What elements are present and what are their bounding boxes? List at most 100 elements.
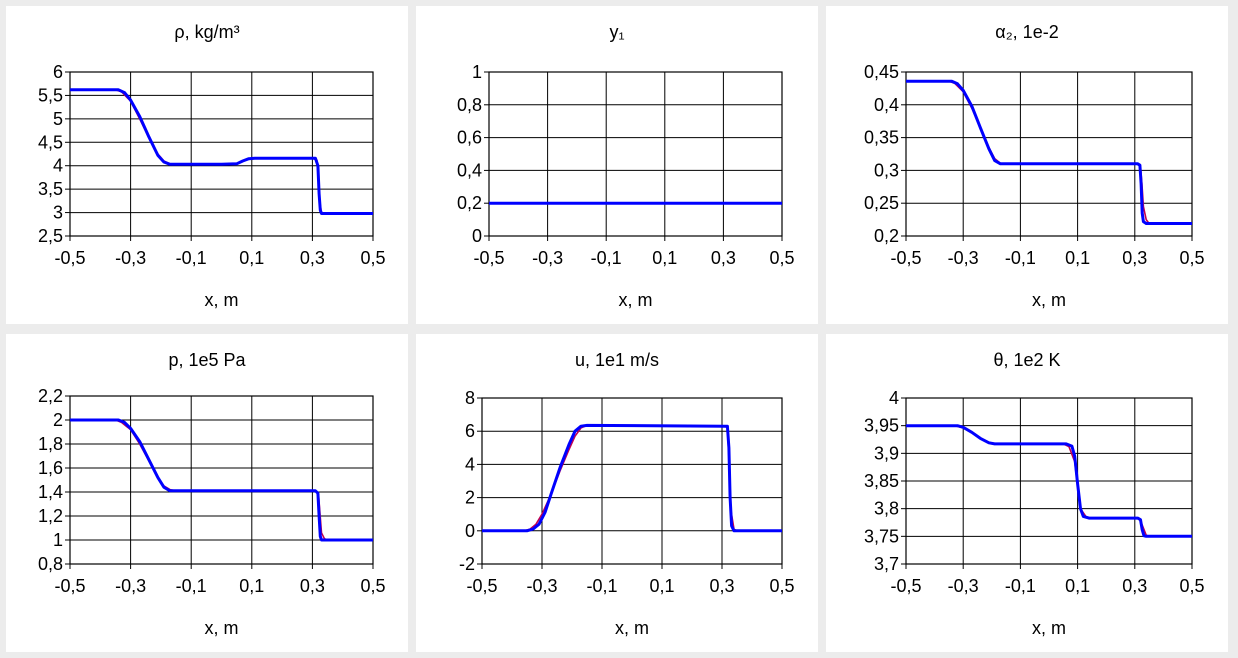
y-tick-label: 0,8 (38, 554, 63, 574)
x-tick-label: -0,1 (176, 576, 207, 596)
y-tick-label: 2 (53, 410, 63, 430)
y-tick-label: 1 (472, 62, 482, 82)
chart-panel: p, 1e5 Pa -0,5 -0,3 -0,1 0,1 0,3 0,5 0,8 1 1,2 1,4… (6, 334, 408, 652)
x-tick-label: -0,5 (54, 248, 85, 268)
x-tick-label: -0,3 (526, 576, 557, 596)
y-tick-label: 2 (465, 488, 475, 508)
x-tick-label: 0,1 (239, 576, 264, 596)
x-axis-label: x, m (205, 290, 239, 310)
y-tick-label: 4 (53, 156, 63, 176)
x-tick-label: 0,5 (769, 248, 794, 268)
x-tick-label: -0,5 (466, 576, 497, 596)
chart-title: α₂, 1e-2 (995, 22, 1058, 42)
x-axis-label: x, m (615, 618, 649, 638)
y-tick-label: 4 (889, 388, 899, 408)
y-tick-label: 2,2 (38, 386, 63, 406)
chart-panel: u, 1e1 m/s -0,5 -0,3 -0,1 0,1 0,3 0,5 -2 0 2 4 6 8 x,… (416, 334, 818, 652)
series-line-red (482, 424, 782, 532)
chart-title: y₁ (609, 22, 624, 42)
x-axis-label: x, m (205, 618, 239, 638)
y-tick-label: 3,85 (864, 471, 899, 491)
y-tick-label: 0,2 (457, 193, 482, 213)
plot-area (905, 71, 1193, 237)
x-tick-label: 0,1 (1065, 576, 1090, 596)
y-tick-label: 0,4 (457, 160, 482, 180)
y-tick-label: 3 (53, 203, 63, 223)
x-tick-label: 0,5 (769, 576, 794, 596)
y-tick-label: 3,8 (874, 499, 899, 519)
x-axis-label: x, m (619, 290, 653, 310)
plot-area (488, 71, 783, 237)
x-tick-label: 0,3 (300, 248, 325, 268)
x-tick-label: -0,5 (890, 576, 921, 596)
series-line-blue (906, 424, 1192, 538)
x-tick-label: -0,1 (1005, 248, 1036, 268)
plot-area (69, 395, 374, 565)
y-tick-label: 1 (53, 530, 63, 550)
x-tick-label: 0,1 (652, 248, 677, 268)
plot-area (69, 71, 374, 237)
series-line-blue (906, 79, 1192, 225)
y-tick-label: 3,75 (864, 526, 899, 546)
x-tick-label: -0,5 (473, 248, 504, 268)
chart-panel: ρ, kg/m³ -0,5 -0,3 -0,1 0,1 0,3 0,5 2,5 3 3,5 4 4,5… (6, 6, 408, 324)
x-tick-label: -0,3 (115, 248, 146, 268)
x-tick-label: 0,1 (239, 248, 264, 268)
y-tick-label: 1,2 (38, 506, 63, 526)
series-line-blue (70, 418, 373, 542)
series-line-blue (70, 88, 373, 215)
x-tick-label: 0,3 (709, 576, 734, 596)
x-tick-label: 0,5 (1179, 576, 1204, 596)
y-tick-label: 3,9 (874, 443, 899, 463)
y-tick-label: 1,4 (38, 482, 63, 502)
chart-panel: θ, 1e2 K -0,5 -0,3 -0,1 0,1 0,3 0,5 3,7 3,75 3,8 3… (826, 334, 1228, 652)
y-tick-label: 0 (465, 521, 475, 541)
x-tick-label: -0,1 (586, 576, 617, 596)
y-tick-label: 6 (53, 62, 63, 82)
x-tick-label: -0,1 (1005, 576, 1036, 596)
x-tick-label: -0,1 (591, 248, 622, 268)
x-tick-label: -0,3 (948, 248, 979, 268)
x-tick-label: 0,5 (360, 248, 385, 268)
y-tick-label: 6 (465, 421, 475, 441)
chart-panel: y₁ -0,5 -0,3 -0,1 0,1 0,3 0,5 0 0,2 0,4 0,6 0,8 1 x, … (416, 6, 818, 324)
chart-svg: y₁ -0,5 -0,3 -0,1 0,1 0,3 0,5 0 0,2 0,4 0,6 0,8 1 x, … (457, 22, 795, 310)
x-tick-label: -0,3 (115, 576, 146, 596)
x-tick-label: -0,5 (54, 576, 85, 596)
chart-title: ρ, kg/m³ (174, 22, 239, 42)
series-line-red (906, 80, 1192, 225)
chart-svg: u, 1e1 m/s -0,5 -0,3 -0,1 0,1 0,3 0,5 -2 0 2 4 6 8 x,… (459, 350, 795, 638)
y-tick-label: 0,6 (457, 128, 482, 148)
y-tick-label: 2,5 (38, 226, 63, 246)
x-tick-label: 0,3 (1122, 576, 1147, 596)
x-tick-label: 0,1 (1065, 248, 1090, 268)
x-tick-label: -0,3 (948, 576, 979, 596)
chart-title: p, 1e5 Pa (168, 350, 246, 370)
chart-svg: θ, 1e2 K -0,5 -0,3 -0,1 0,1 0,3 0,5 3,7 3,75 3,8 3… (864, 350, 1205, 638)
chart-title: θ, 1e2 K (993, 350, 1060, 370)
y-tick-label: 0,8 (457, 95, 482, 115)
series-line-red (70, 89, 373, 215)
y-tick-label: 1,8 (38, 434, 63, 454)
x-tick-label: 0,1 (649, 576, 674, 596)
x-tick-label: 0,3 (300, 576, 325, 596)
chart-svg: p, 1e5 Pa -0,5 -0,3 -0,1 0,1 0,3 0,5 0,8 1 1,2 1,4… (38, 350, 386, 638)
x-tick-label: 0,5 (360, 576, 385, 596)
chart-panel: α₂, 1e-2 -0,5 -0,3 -0,1 0,1 0,3 0,5 0,2 0,25 0,3 0… (826, 6, 1228, 324)
x-axis-label: x, m (1032, 290, 1066, 310)
plot-area (481, 397, 783, 565)
y-tick-label: 4 (465, 454, 475, 474)
y-tick-label: 0 (472, 226, 482, 246)
x-tick-label: 0,3 (711, 248, 736, 268)
y-tick-label: 5,5 (38, 85, 63, 105)
y-tick-label: 0,4 (874, 95, 899, 115)
y-tick-label: 3,7 (874, 554, 899, 574)
x-tick-label: -0,5 (890, 248, 921, 268)
y-tick-label: 3,95 (864, 416, 899, 436)
x-tick-label: 0,5 (1179, 248, 1204, 268)
x-tick-label: -0,3 (532, 248, 563, 268)
chart-svg: α₂, 1e-2 -0,5 -0,3 -0,1 0,1 0,3 0,5 0,2 0,25 0,3 0… (864, 22, 1205, 310)
chart-svg: ρ, kg/m³ -0,5 -0,3 -0,1 0,1 0,3 0,5 2,5 3 3,5 4 4,5… (38, 22, 386, 310)
y-tick-label: 0,2 (874, 226, 899, 246)
y-tick-label: 0,25 (864, 193, 899, 213)
